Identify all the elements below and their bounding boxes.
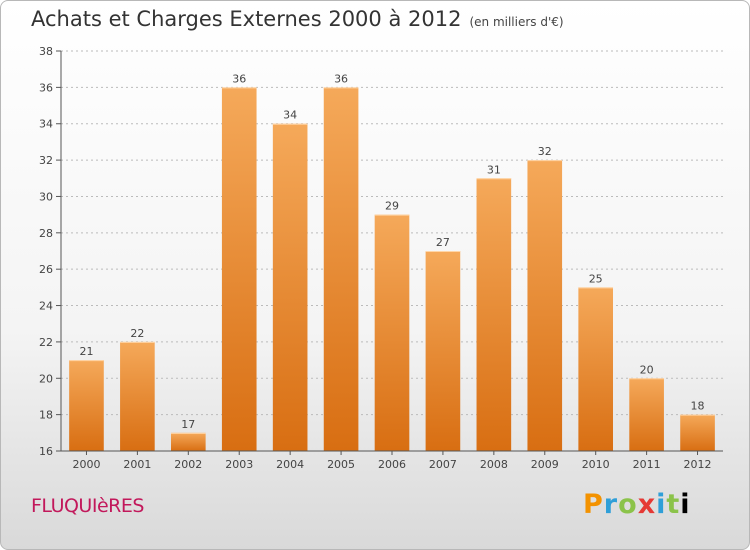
- y-tick-label: 32: [39, 154, 53, 167]
- x-tick-label: 2003: [225, 458, 253, 471]
- x-axis: 2000 2001 2002 2003 2004 2005 2006 2007 2008 2009…: [61, 450, 723, 471]
- bar-value-label: 32: [538, 145, 552, 158]
- bar: [69, 360, 104, 451]
- commune-name: FLUQUIèRES: [31, 495, 144, 517]
- x-tick-label: 2006: [378, 458, 406, 471]
- y-tick-label: 24: [39, 300, 53, 313]
- x-tick-label: 2004: [276, 458, 304, 471]
- y-tick-label: 34: [39, 118, 53, 131]
- title-block: Achats et Charges Externes 2000 à 2012 (e…: [31, 7, 564, 31]
- x-tick-label: 2001: [123, 458, 151, 471]
- bar: [323, 87, 359, 451]
- chart-subtitle: (en milliers d'€): [469, 15, 564, 29]
- bar-value-label: 22: [130, 327, 144, 340]
- bar: [272, 123, 308, 452]
- x-tick-label: 2011: [633, 458, 661, 471]
- bar-value-label: 34: [283, 109, 297, 122]
- y-tick-label: 20: [39, 372, 53, 385]
- bar: [680, 414, 715, 451]
- bar: [476, 178, 512, 452]
- bar: [374, 214, 410, 451]
- y-tick-label: 30: [39, 190, 53, 203]
- y-tick-label: 16: [39, 445, 53, 458]
- x-tick-label: 2010: [582, 458, 610, 471]
- bar-value-label: 20: [640, 363, 654, 376]
- bar-value-label: 36: [334, 72, 348, 85]
- bar: [527, 160, 563, 451]
- bar-value-label: 36: [232, 72, 246, 85]
- y-tick-label: 36: [39, 81, 53, 94]
- y-tick-label: 22: [39, 336, 53, 349]
- x-tick-label: 2005: [327, 458, 355, 471]
- bar-value-label: 21: [79, 345, 93, 358]
- bar: [578, 287, 614, 451]
- x-tick-label: 2012: [684, 458, 712, 471]
- bar: [425, 251, 461, 451]
- x-tick-label: 2009: [531, 458, 559, 471]
- x-tick-label: 2007: [429, 458, 457, 471]
- bar-value-label: 18: [691, 400, 705, 413]
- bar-value-label: 25: [589, 272, 603, 285]
- x-tick-label: 2002: [174, 458, 202, 471]
- x-tick-label: 2000: [72, 458, 100, 471]
- brand-logo[interactable]: Proxiti: [583, 489, 691, 520]
- y-tick-label: 18: [39, 409, 53, 422]
- bar-value-label: 31: [487, 163, 501, 176]
- y-tick-label: 38: [39, 45, 53, 58]
- bar: [221, 87, 257, 451]
- bar: [120, 341, 155, 451]
- bar-value-label: 27: [436, 236, 450, 249]
- bar-value-label: 29: [385, 200, 399, 213]
- bar-series: 21 22 17 36 34 36 29 27 31 32 25 20 18: [69, 72, 715, 452]
- chart-title: Achats et Charges Externes 2000 à 2012: [31, 7, 462, 31]
- y-tick-label: 28: [39, 227, 53, 240]
- bar: [170, 432, 206, 451]
- bar-value-label: 17: [181, 418, 195, 431]
- x-tick-label: 2008: [480, 458, 508, 471]
- y-tick-label: 26: [39, 263, 53, 276]
- bar: [629, 378, 664, 451]
- y-axis: 16 18 20 22 24 26 28 30 32 34 36 38: [39, 45, 62, 458]
